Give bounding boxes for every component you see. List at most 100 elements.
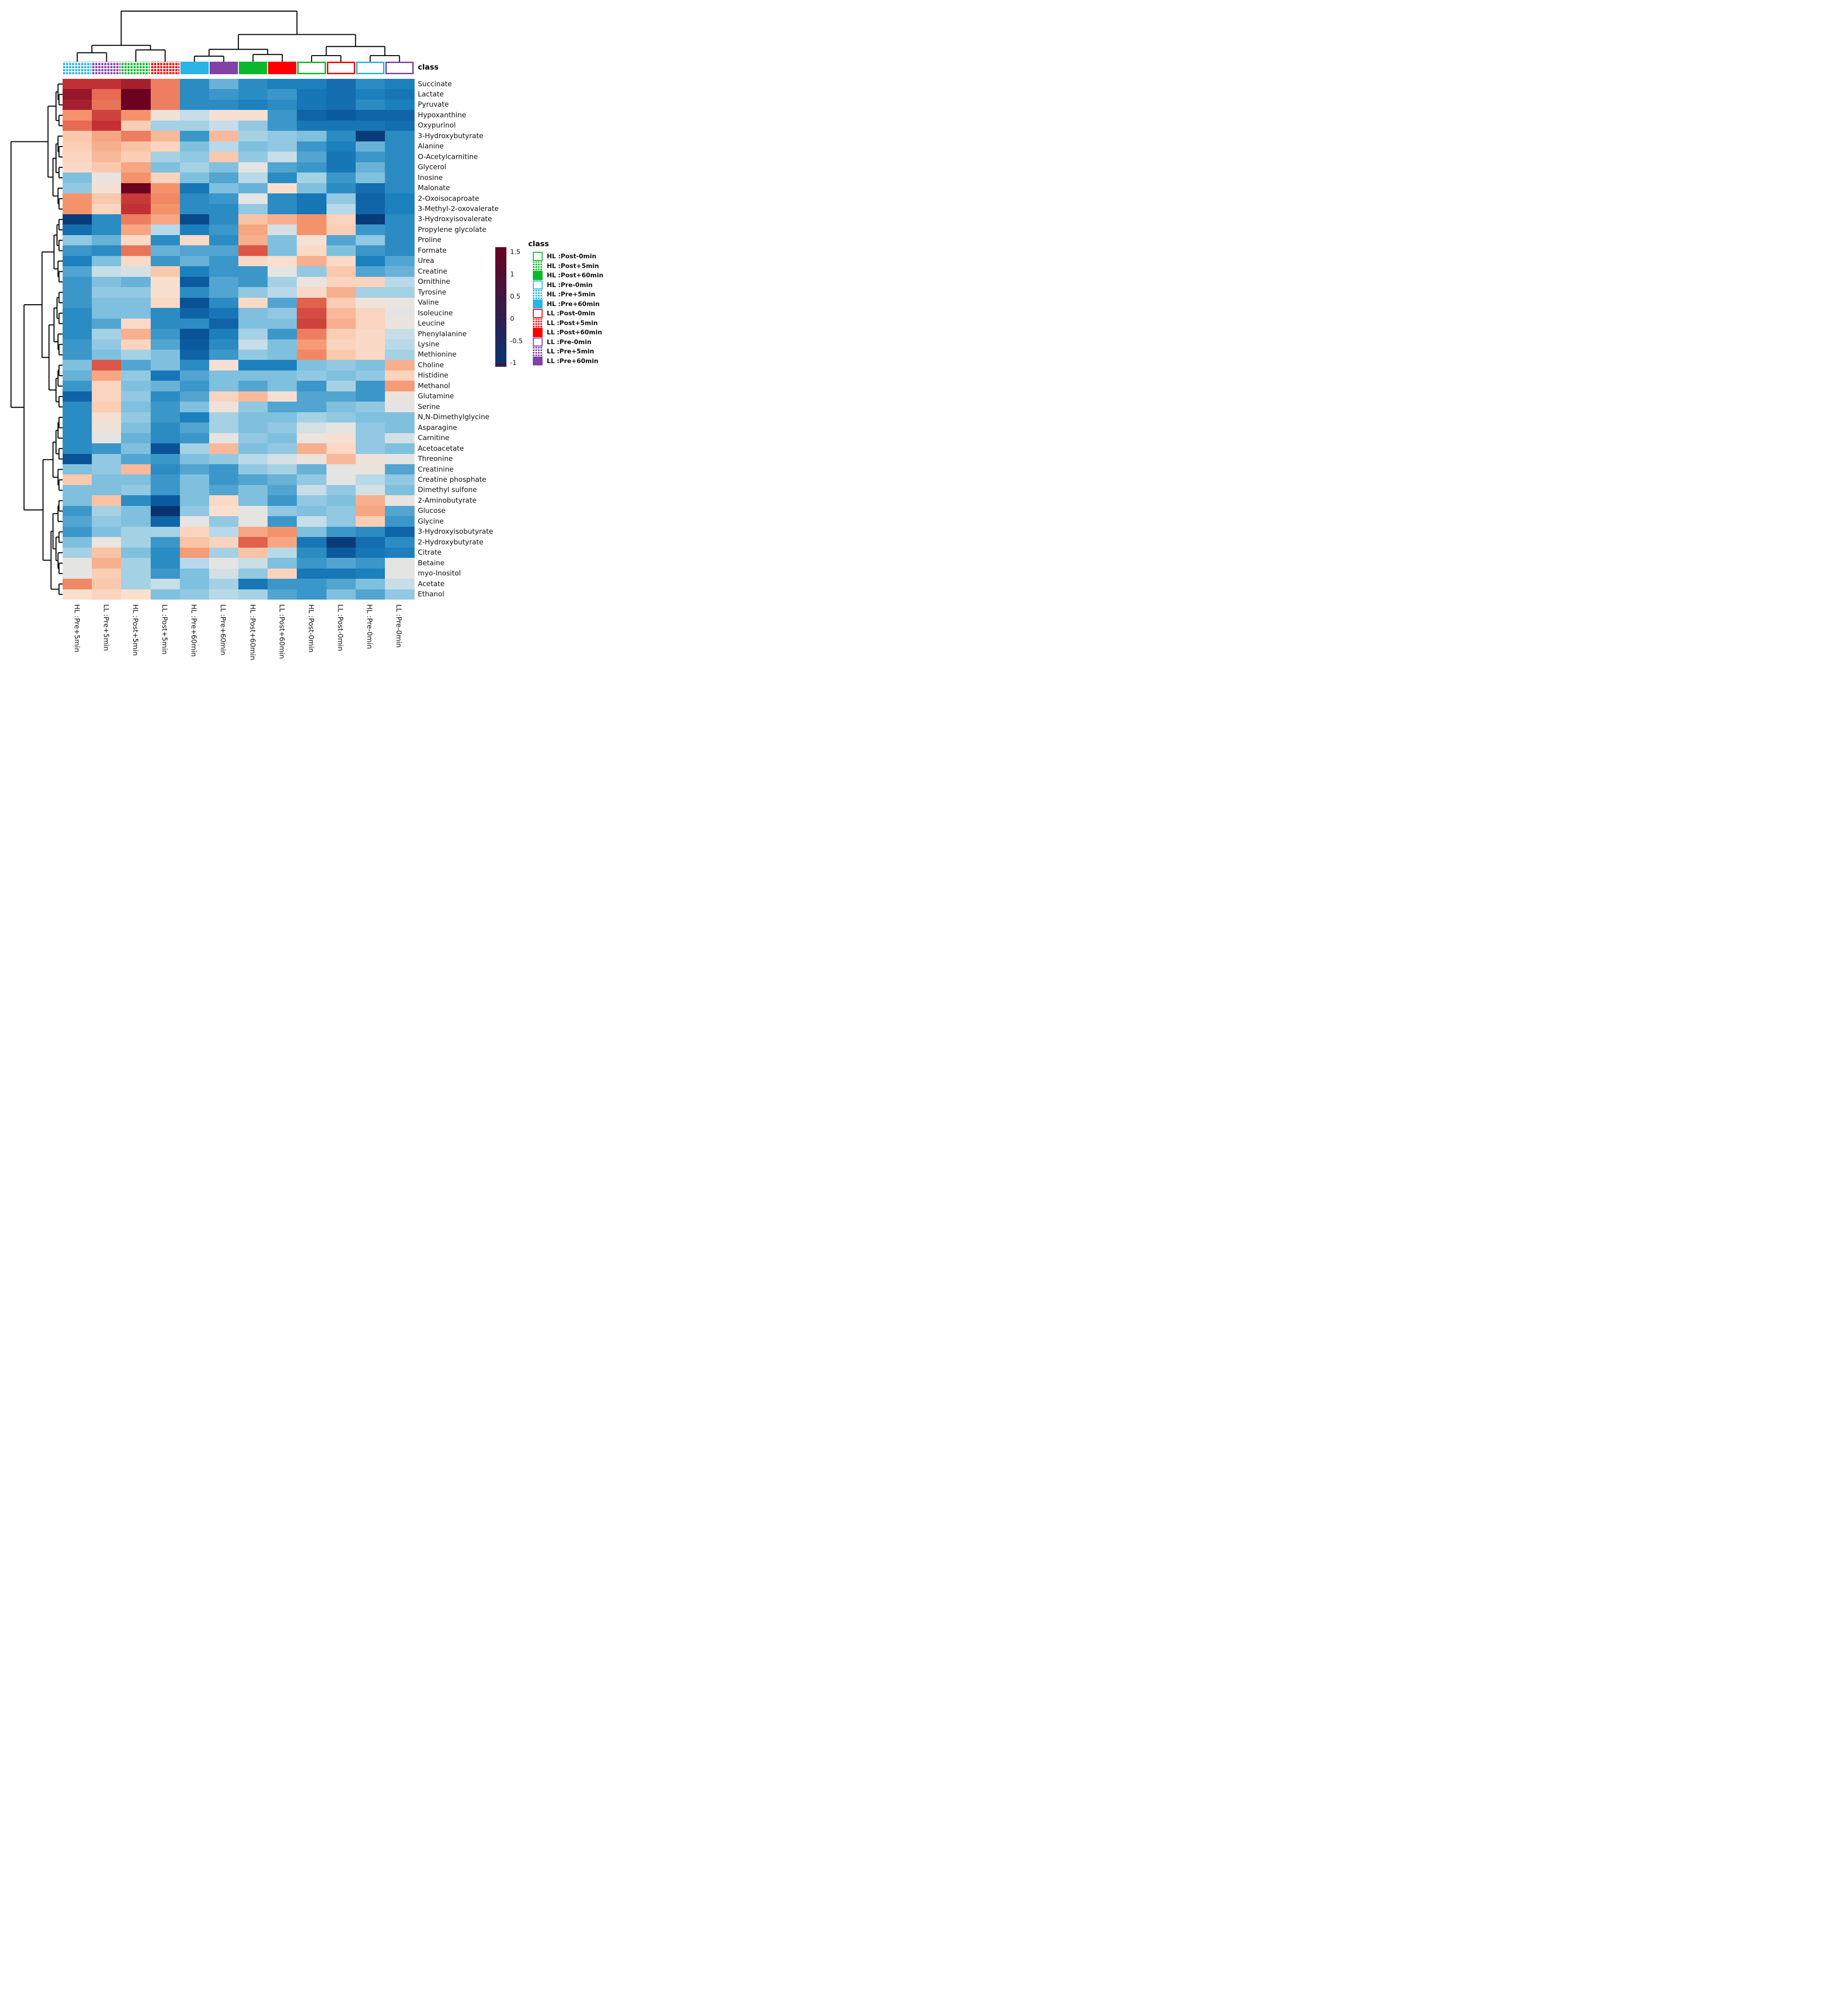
row-label: Methanol (418, 381, 450, 390)
heatmap-cell (268, 235, 297, 246)
heatmap-cell (121, 485, 151, 496)
heatmap-cell (63, 360, 92, 371)
heatmap-cell (384, 110, 415, 121)
heatmap-cell (121, 297, 151, 308)
heatmap-cell (238, 162, 268, 173)
legend-label: HL :Post+5min (547, 262, 599, 270)
heatmap-cell (326, 131, 356, 142)
heatmap-cell (384, 589, 415, 600)
heatmap-cell (326, 224, 356, 236)
heatmap-cell (238, 193, 268, 204)
heatmap-cell (150, 568, 180, 579)
row-label: Dimethyl sulfone (418, 486, 477, 494)
heatmap-cell (268, 204, 297, 215)
heatmap-cell (209, 245, 239, 256)
heatmap-cell (121, 547, 151, 558)
heatmap-cell (209, 402, 239, 413)
heatmap-cell (326, 370, 356, 381)
row-label: Isoleucine (418, 308, 453, 317)
heatmap-cell (179, 329, 210, 339)
heatmap-cell (209, 235, 239, 246)
heatmap-cell (268, 131, 297, 142)
heatmap-cell (355, 329, 385, 339)
heatmap-cell (238, 349, 268, 360)
heatmap-cell (238, 454, 268, 465)
heatmap-cell (355, 464, 385, 475)
legend-item: HL :Post+5min (533, 261, 612, 271)
heatmap-cell (209, 349, 239, 360)
heatmap-cell (326, 89, 356, 100)
heatmap-cell (92, 318, 121, 329)
heatmap-cell (355, 381, 385, 392)
heatmap-cell (297, 464, 327, 475)
heatmap-cell (326, 308, 356, 319)
heatmap-cell (355, 318, 385, 329)
heatmap-cell (297, 131, 327, 142)
heatmap-cell (179, 245, 210, 256)
heatmap-cell (384, 183, 415, 194)
heatmap-cell (121, 120, 151, 131)
heatmap-cell (355, 287, 385, 298)
heatmap-cell (268, 558, 297, 569)
heatmap-cell (179, 256, 210, 267)
heatmap-cell (268, 183, 297, 194)
heatmap-cell (326, 485, 356, 496)
heatmap-cell (150, 485, 180, 496)
heatmap-cell (92, 89, 121, 100)
heatmap-cell (179, 558, 210, 569)
heatmap-cell (355, 360, 385, 371)
heatmap-cell (238, 276, 268, 288)
heatmap-cell (92, 526, 121, 537)
heatmap-cell (179, 537, 210, 548)
row-label: Propylene glycolate (418, 225, 486, 234)
heatmap-cell (179, 402, 210, 413)
heatmap-cell (121, 276, 151, 288)
heatmap-cell (297, 422, 327, 434)
heatmap-cell (150, 360, 180, 371)
heatmap-cell (121, 266, 151, 277)
heatmap-cell (150, 235, 180, 246)
row-label: Threonine (418, 454, 453, 463)
heatmap-cell (355, 152, 385, 163)
heatmap-cell (92, 152, 121, 163)
heatmap-cell (326, 422, 356, 434)
heatmap-cell (384, 276, 415, 288)
heatmap-cell (326, 152, 356, 163)
heatmap-cell (238, 412, 268, 423)
heatmap-cell (384, 99, 415, 110)
heatmap-cell (297, 495, 327, 506)
legend-label: LL :Pre-0min (547, 338, 592, 346)
heatmap-cell (209, 381, 239, 392)
legend-swatch (533, 337, 543, 346)
heatmap-cell (179, 99, 210, 110)
column-label: LL :Post-0min (336, 604, 345, 652)
heatmap-cell (297, 360, 327, 371)
heatmap-cell (209, 474, 239, 486)
heatmap-cell (63, 245, 92, 256)
legend-swatch (533, 290, 543, 299)
heatmap-cell (326, 547, 356, 558)
heatmap-cell (268, 391, 297, 402)
heatmap-cell (63, 370, 92, 381)
heatmap-cell (384, 297, 415, 308)
heatmap-cell (326, 589, 356, 600)
heatmap-cell (179, 318, 210, 329)
heatmap-cell (209, 443, 239, 454)
row-label: Pyruvate (418, 100, 449, 109)
heatmap-cell (209, 287, 239, 298)
row-label: Glutamine (418, 392, 454, 401)
heatmap-cell (209, 79, 239, 89)
heatmap-cell (297, 433, 327, 444)
heatmap-cell (179, 516, 210, 527)
legend-swatch (533, 252, 543, 261)
heatmap-cell (268, 110, 297, 121)
row-label: Citrate (418, 548, 441, 557)
heatmap-cell (150, 173, 180, 184)
heatmap-cell (63, 297, 92, 308)
heatmap-cell (238, 579, 268, 590)
heatmap-cell (355, 245, 385, 256)
heatmap-cell (92, 183, 121, 194)
heatmap-cell (63, 349, 92, 360)
heatmap-cell (150, 454, 180, 465)
heatmap-cell (268, 152, 297, 163)
